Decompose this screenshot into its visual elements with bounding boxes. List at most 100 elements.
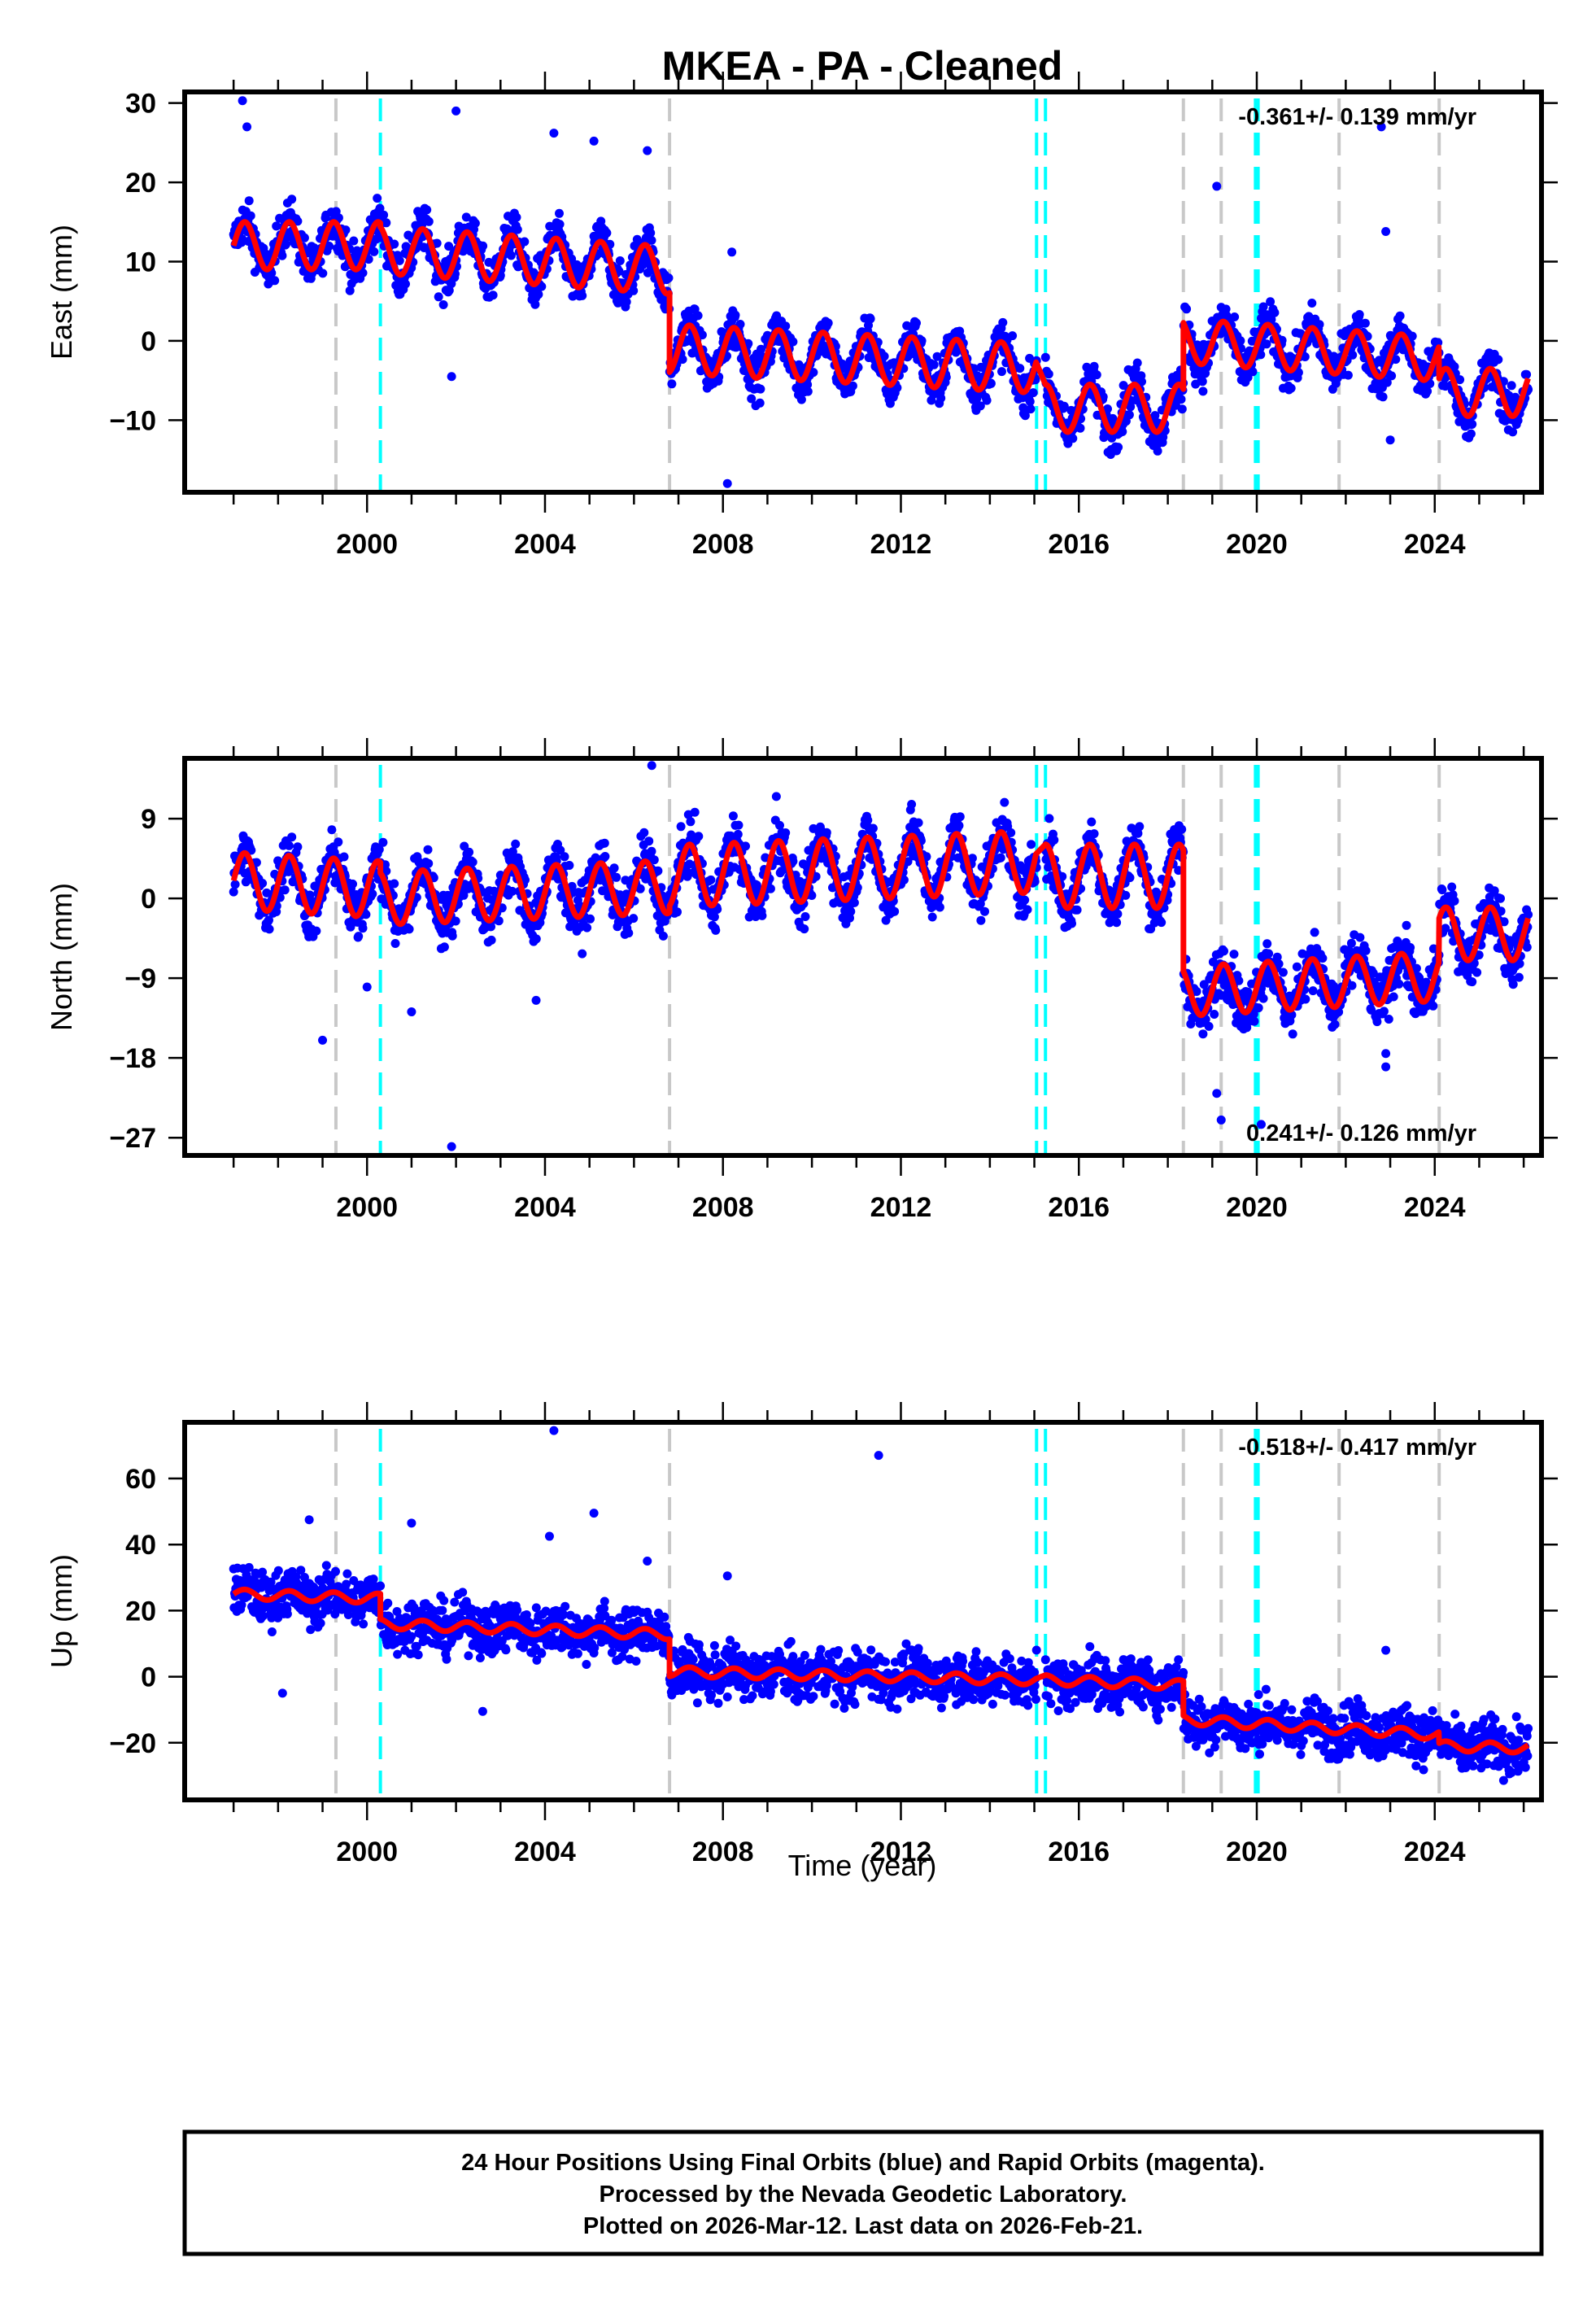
data-point xyxy=(1372,1017,1382,1027)
data-point xyxy=(1293,368,1303,378)
data-point xyxy=(678,355,687,365)
data-point xyxy=(809,368,818,378)
data-point xyxy=(803,387,813,396)
data-point xyxy=(693,311,703,321)
panel-north: 2000 2004 2008 2012 2016 2020 2024−27−18−909No… xyxy=(45,738,1558,1223)
data-point xyxy=(849,898,859,907)
data-point xyxy=(1089,829,1099,839)
data-point xyxy=(914,818,923,828)
data-point xyxy=(1382,378,1392,387)
data-point xyxy=(401,279,410,289)
data-point xyxy=(629,914,639,924)
data-point xyxy=(980,906,989,916)
data-point xyxy=(1082,362,1092,372)
data-point xyxy=(866,314,875,324)
data-point xyxy=(1347,980,1357,990)
data-point xyxy=(996,853,1005,863)
data-point xyxy=(807,891,817,900)
data-point xyxy=(478,241,488,251)
data-point xyxy=(1450,896,1459,906)
data-point xyxy=(512,225,522,234)
data-point xyxy=(506,251,516,260)
data-point xyxy=(899,875,909,884)
data-point xyxy=(305,890,315,900)
data-point xyxy=(578,949,587,959)
data-point xyxy=(1262,939,1272,949)
data-point xyxy=(612,872,621,882)
plot-area xyxy=(229,96,1533,492)
plot-frame xyxy=(182,90,1544,495)
data-point xyxy=(1266,297,1275,307)
data-point xyxy=(508,886,517,896)
data-point xyxy=(318,269,328,278)
data-point xyxy=(358,924,368,933)
data-point xyxy=(1496,893,1505,903)
data-point xyxy=(512,212,521,222)
data-point xyxy=(644,836,654,846)
data-point xyxy=(1044,814,1054,823)
data-point xyxy=(578,290,587,300)
data-point xyxy=(1355,932,1365,942)
data-point xyxy=(1508,427,1518,437)
data-point xyxy=(1230,312,1240,321)
data-point xyxy=(1119,381,1128,391)
data-point xyxy=(1026,404,1036,414)
data-point xyxy=(1256,350,1266,360)
data-point xyxy=(756,384,765,394)
data-point xyxy=(1286,383,1296,393)
data-point xyxy=(998,317,1008,327)
data-point xyxy=(796,395,806,404)
data-point xyxy=(379,210,389,220)
data-point xyxy=(438,300,448,309)
data-point xyxy=(264,915,273,925)
data-point xyxy=(272,221,281,231)
data-point xyxy=(741,841,750,851)
data-point xyxy=(912,318,921,328)
data-point xyxy=(270,276,280,286)
data-point xyxy=(954,821,964,831)
data-point xyxy=(781,321,791,331)
data-point xyxy=(1354,310,1364,319)
data-point xyxy=(555,220,565,229)
data-point xyxy=(1040,352,1050,362)
data-point xyxy=(424,216,434,226)
data-point xyxy=(390,239,399,249)
data-point xyxy=(1219,946,1228,956)
data-point xyxy=(1407,331,1417,341)
data-point xyxy=(1378,392,1388,402)
data-point xyxy=(936,393,946,403)
x-tick-label: 2004 xyxy=(514,529,576,560)
data-point xyxy=(1113,909,1123,919)
data-point xyxy=(800,912,810,921)
data-point xyxy=(600,838,609,848)
data-point xyxy=(244,196,254,206)
data-point xyxy=(230,880,240,889)
data-point xyxy=(982,395,992,405)
data-point xyxy=(1249,1016,1259,1026)
data-point xyxy=(1072,905,1082,915)
data-point xyxy=(1423,387,1432,396)
data-point xyxy=(1092,370,1101,380)
data-point xyxy=(694,832,704,841)
data-point xyxy=(706,875,716,884)
data-point xyxy=(1310,928,1319,937)
data-point xyxy=(1453,408,1463,418)
data-point xyxy=(927,912,937,922)
data-point xyxy=(1348,350,1358,360)
data-point xyxy=(334,837,343,847)
data-point xyxy=(955,812,965,822)
data-point xyxy=(1402,920,1411,930)
outlier-point xyxy=(1381,1049,1391,1059)
data-point xyxy=(382,867,391,876)
model-fit-line xyxy=(230,219,1531,435)
data-point xyxy=(697,330,707,340)
data-point xyxy=(1177,824,1187,834)
data-point xyxy=(624,928,634,938)
data-point xyxy=(1343,370,1353,380)
data-point xyxy=(325,242,334,251)
data-point xyxy=(929,360,939,369)
data-point xyxy=(1379,1007,1389,1016)
data-point xyxy=(1330,1020,1340,1029)
data-point xyxy=(1020,411,1030,421)
